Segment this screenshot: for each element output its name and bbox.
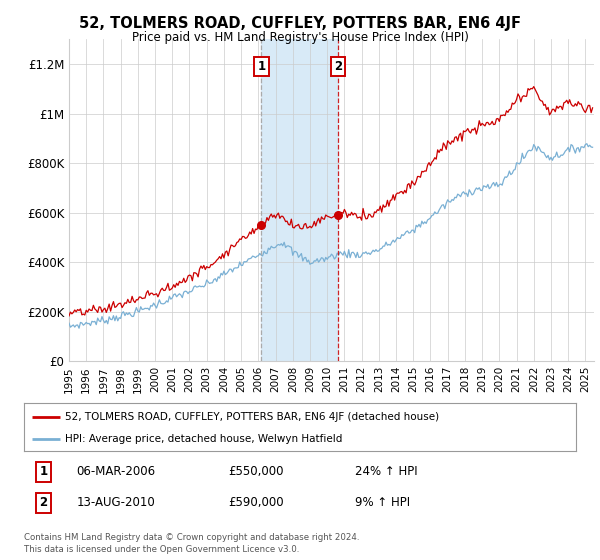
Text: 13-AUG-2010: 13-AUG-2010	[76, 496, 155, 509]
Text: £590,000: £590,000	[228, 496, 284, 509]
Text: 1: 1	[257, 60, 265, 73]
Text: 9% ↑ HPI: 9% ↑ HPI	[355, 496, 410, 509]
Text: 1: 1	[39, 465, 47, 478]
Text: HPI: Average price, detached house, Welwyn Hatfield: HPI: Average price, detached house, Welw…	[65, 434, 343, 444]
Text: 2: 2	[39, 496, 47, 509]
Text: 2: 2	[334, 60, 342, 73]
Text: 06-MAR-2006: 06-MAR-2006	[76, 465, 155, 478]
Bar	[261, 39, 338, 361]
Text: 52, TOLMERS ROAD, CUFFLEY, POTTERS BAR, EN6 4JF (detached house): 52, TOLMERS ROAD, CUFFLEY, POTTERS BAR, …	[65, 412, 440, 422]
Text: Price paid vs. HM Land Registry's House Price Index (HPI): Price paid vs. HM Land Registry's House …	[131, 31, 469, 44]
Text: 52, TOLMERS ROAD, CUFFLEY, POTTERS BAR, EN6 4JF: 52, TOLMERS ROAD, CUFFLEY, POTTERS BAR, …	[79, 16, 521, 31]
Text: £550,000: £550,000	[228, 465, 284, 478]
Text: 24% ↑ HPI: 24% ↑ HPI	[355, 465, 418, 478]
Text: Contains HM Land Registry data © Crown copyright and database right 2024.
This d: Contains HM Land Registry data © Crown c…	[24, 533, 359, 554]
